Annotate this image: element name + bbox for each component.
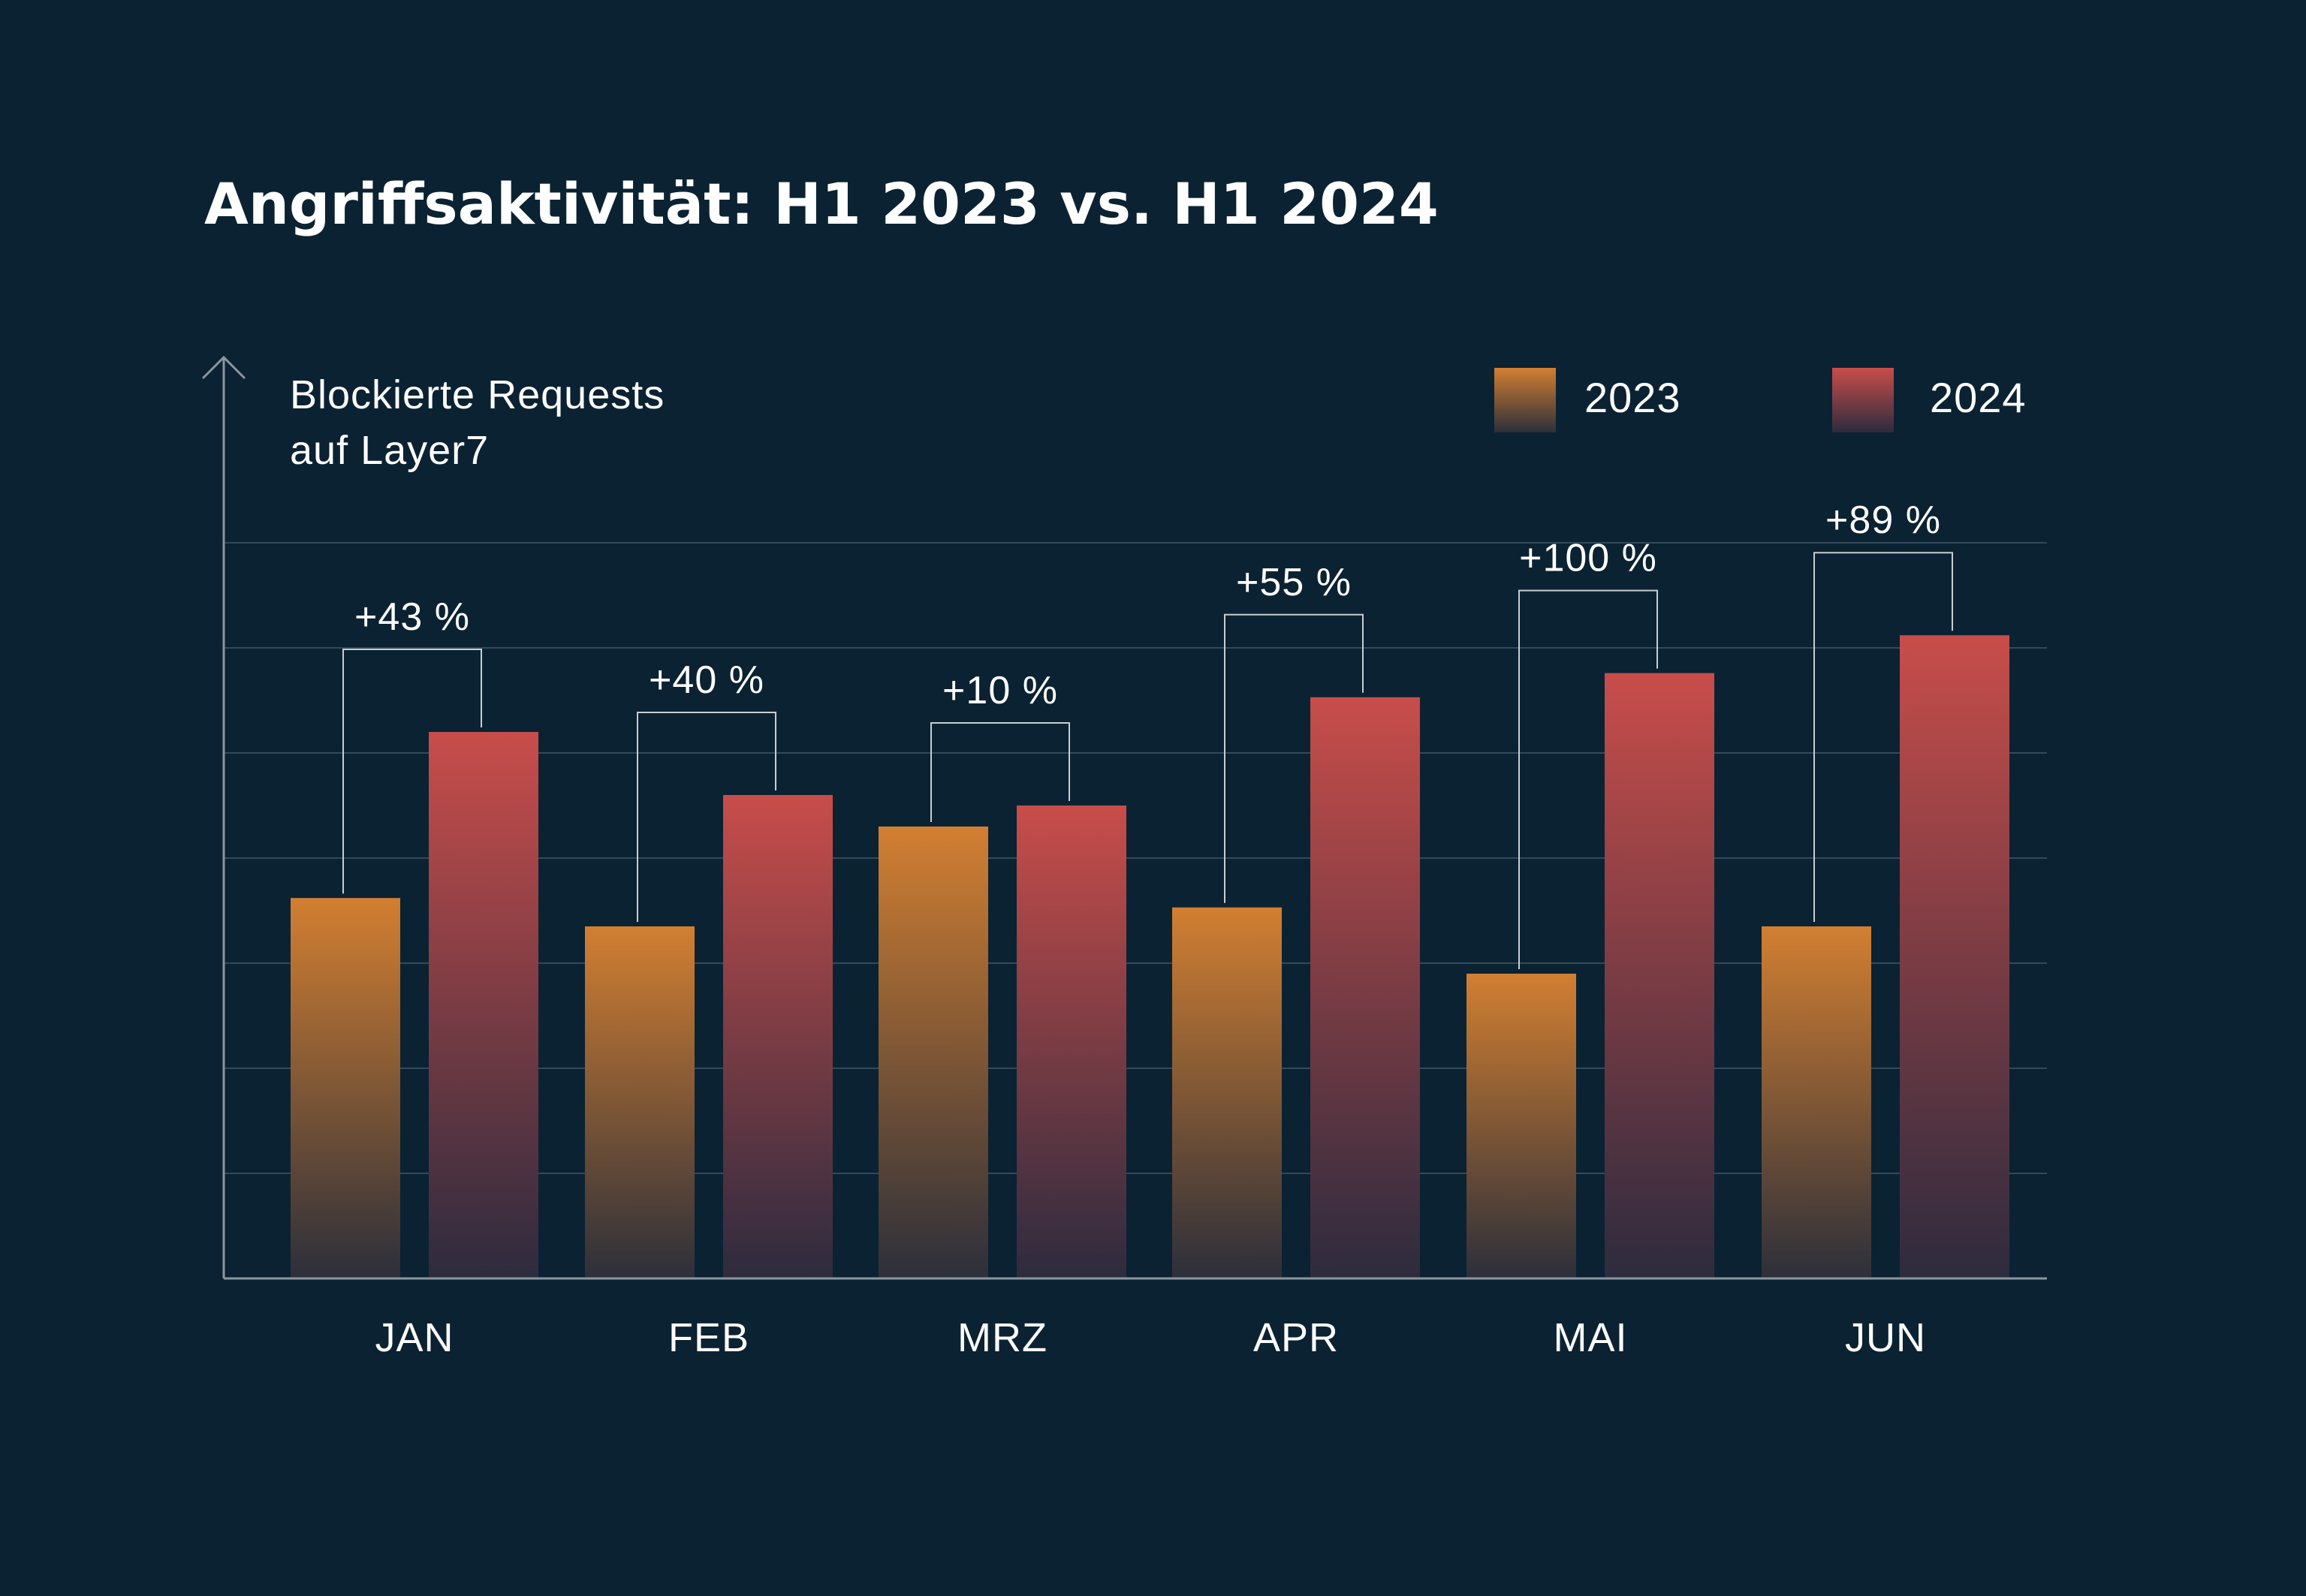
legend-label-2023: 2023 (1584, 374, 1681, 421)
change-label-mrz: +10 % (942, 669, 1058, 712)
change-bracket-jun (1813, 552, 1953, 922)
change-label-apr: +55 % (1236, 561, 1352, 604)
bar-2024-mai (1605, 673, 1714, 1278)
bar-2023-mrz (879, 827, 988, 1278)
change-label-mai: +100 % (1519, 537, 1657, 580)
bar-2023-jan (291, 898, 400, 1278)
change-bracket-mai (1518, 589, 1658, 969)
legend-swatch-2024 (1832, 368, 1894, 432)
y-axis-label-line-2: auf Layer7 (290, 428, 489, 473)
x-tick-label-mrz: MRZ (957, 1315, 1047, 1360)
x-tick-label-mai: MAI (1553, 1315, 1627, 1360)
x-tick-labels: JAN FEB MRZ APR MAI JUN (375, 1315, 1926, 1360)
axes (201, 355, 2047, 1280)
change-bracket-apr (1224, 613, 1364, 903)
y-axis-label-line-1: Blockierte Requests (290, 372, 665, 417)
x-tick-label-jan: JAN (375, 1315, 454, 1360)
y-axis-arrow-icon (201, 355, 246, 380)
change-label-jan: +43 % (354, 595, 470, 639)
x-tick-label-feb: FEB (668, 1315, 749, 1360)
x-tick-label-jun: JUN (1845, 1315, 1926, 1360)
bar-2023-apr (1172, 907, 1282, 1278)
bar-2024-feb (723, 795, 833, 1278)
change-bracket-feb (637, 712, 776, 922)
bar-2023-jun (1762, 926, 1871, 1278)
change-label-jun: +89 % (1825, 498, 1941, 542)
bar-2024-jan (429, 732, 538, 1278)
bar-2024-mrz (1017, 806, 1126, 1278)
chart-title: Angriffsaktivität: H1 2023 vs. H1 2024 (204, 170, 1439, 237)
bar-2024-apr (1310, 697, 1420, 1278)
bars (291, 635, 2009, 1278)
legend-label-2024: 2024 (1930, 374, 2027, 421)
legend-swatch-2023 (1494, 368, 1556, 432)
bar-2023-mai (1466, 974, 1576, 1278)
bar-2023-feb (585, 926, 695, 1278)
x-tick-label-apr: APR (1253, 1315, 1339, 1360)
change-label-feb: +40 % (649, 658, 764, 702)
change-annotations: +43 % +40 % +10 % +55 % +100 % +89 % (342, 498, 1953, 969)
change-bracket-jan (342, 649, 482, 894)
change-bracket-mrz (930, 722, 1070, 822)
bar-2024-jun (1900, 635, 2009, 1278)
legend: 2023 2024 (1494, 368, 2027, 432)
